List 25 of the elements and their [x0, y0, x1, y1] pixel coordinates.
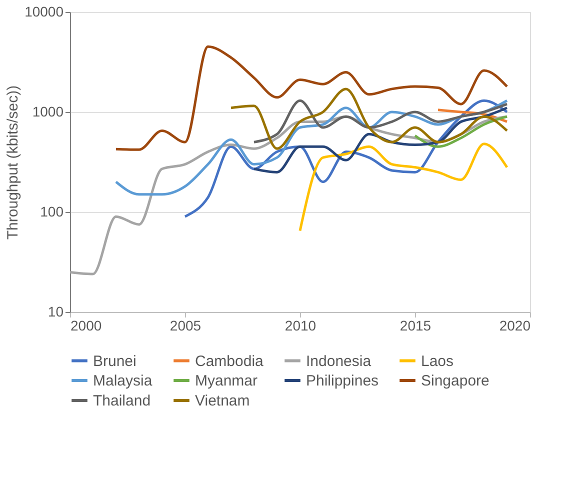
legend-label: Laos — [421, 352, 454, 370]
x-tick-label: 2000 — [70, 318, 102, 334]
legend-label: Indonesia — [306, 352, 372, 370]
x-tick-label: 2010 — [284, 318, 316, 334]
legend-label: Cambodia — [195, 352, 264, 370]
legend-label: Brunei — [93, 352, 136, 370]
y-axis-title: Throughput (kbits/sec)) — [4, 85, 22, 240]
x-tick-label: 2005 — [170, 318, 202, 334]
legend-label: Vietnam — [195, 392, 250, 410]
line-series — [114, 45, 508, 151]
line-series — [298, 142, 508, 232]
line-series — [414, 115, 508, 148]
legend-label: Malaysia — [93, 372, 153, 390]
line-series — [252, 99, 508, 144]
x-tick-label: 2015 — [400, 318, 432, 334]
legend-label: Thailand — [93, 392, 151, 410]
y-tick-label: 10000 — [24, 4, 64, 20]
legend-label: Singapore — [421, 372, 490, 390]
legend-label: Myanmar — [195, 372, 258, 390]
legend-label: Philippines — [306, 372, 379, 390]
x-tick-label: 2020 — [499, 318, 531, 334]
line-series — [230, 88, 508, 150]
y-tick-label: 1000 — [32, 104, 64, 120]
y-tick-label: 100 — [40, 204, 64, 220]
y-tick-label: 10 — [48, 304, 64, 320]
